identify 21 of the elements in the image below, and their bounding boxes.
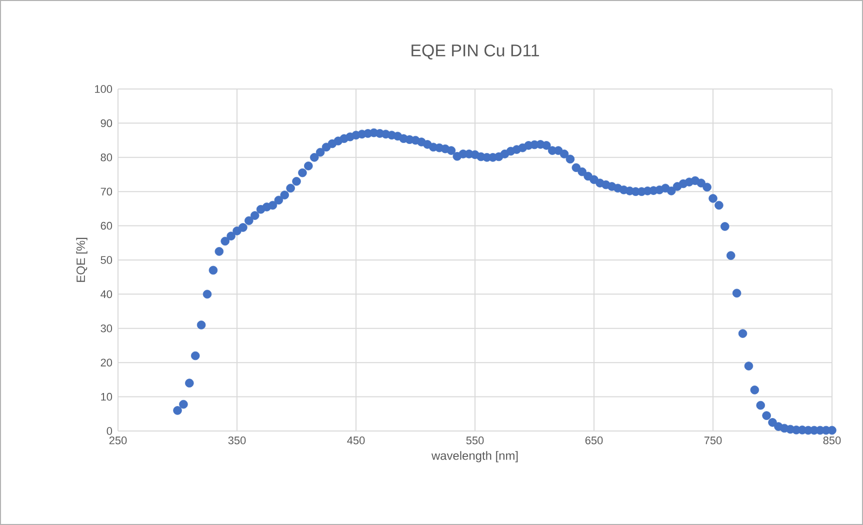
y-tick-label: 10 [101,392,112,401]
y-tick-label: 90 [100,119,112,128]
y-tick-label: 50 [100,256,112,264]
x-tick-label: 750 [704,436,722,444]
y-tick-label: 80 [100,154,112,162]
x-tick-label: 450 [347,436,365,444]
y-tick-label: 100 [95,85,112,93]
x-tick-label: 650 [585,436,603,444]
x-axis-title: wavelength [nm] [431,451,518,462]
y-tick-label: 70 [100,188,112,196]
y-axis-title: EQE [%] [76,238,88,282]
x-tick-label: 250 [109,436,127,444]
x-tick-label: 350 [228,436,246,444]
y-tick-label: 60 [100,222,112,230]
y-tick-label: 40 [100,290,112,298]
chart-title: EQE PIN Cu D11 [412,44,539,60]
y-tick-label: 20 [100,358,112,366]
x-tick-label: 850 [823,436,841,444]
x-tick-label: 550 [466,436,484,444]
y-tick-label: 0 [106,427,112,435]
y-tick-label: 30 [100,324,112,332]
